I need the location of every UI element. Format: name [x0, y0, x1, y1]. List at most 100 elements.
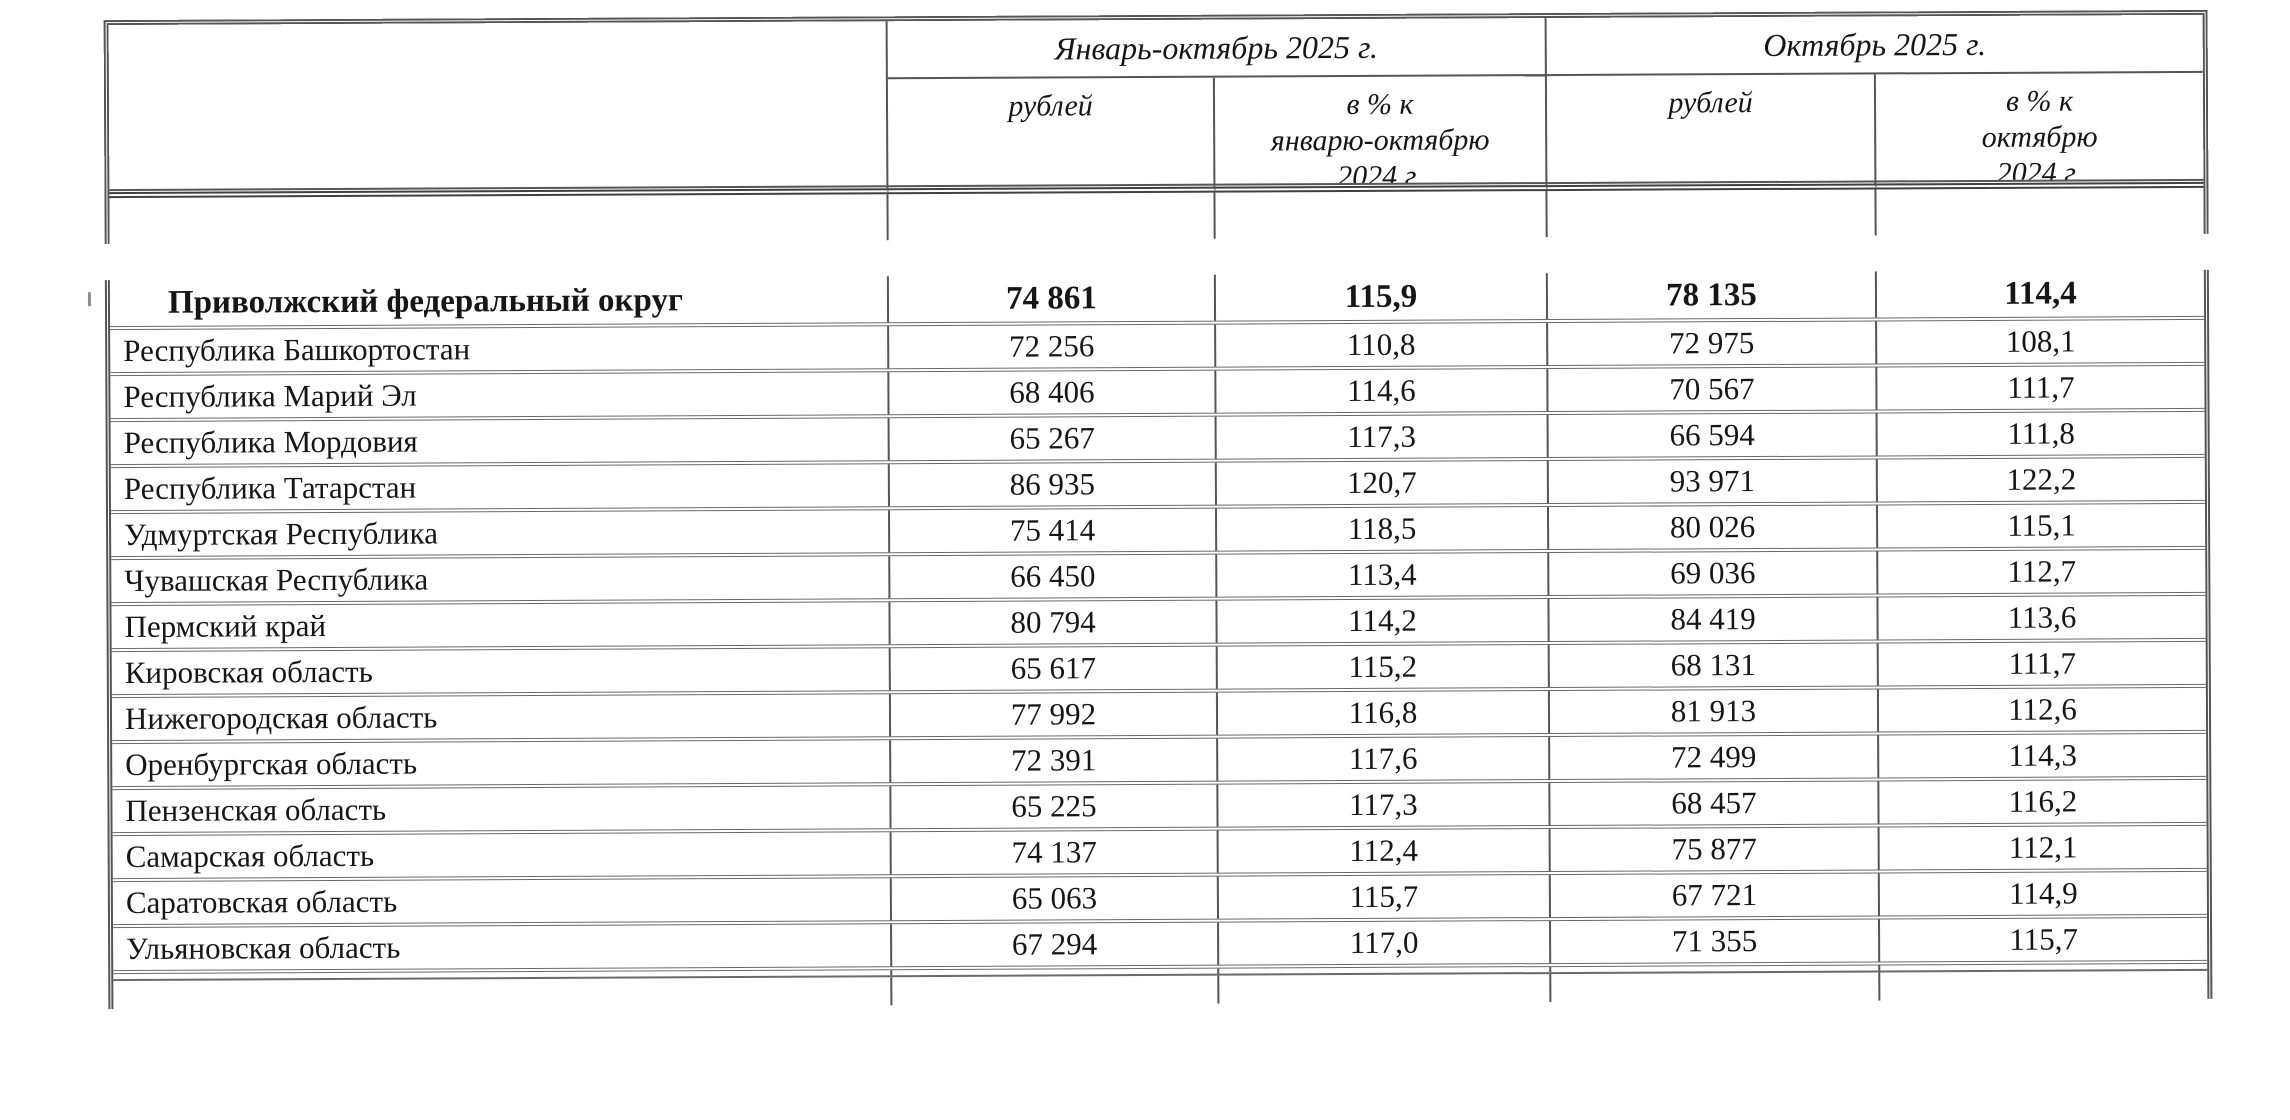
value-rubles-oct: 66 594 — [1548, 413, 1878, 458]
value-pct-oct: 114,3 — [2008, 737, 2078, 773]
header-sub-rubles-oct: рублей — [1546, 74, 1877, 185]
value-pct-oct: 114,4 — [2004, 274, 2077, 312]
empty-cell — [1219, 974, 1552, 1004]
region-name: Нижегородская область — [111, 694, 892, 741]
region-name: Пермский край — [111, 602, 891, 649]
value-pct-jan-oct: 114,6 — [1216, 369, 1549, 413]
value-pct-oct: 116,2 — [2008, 783, 2078, 819]
value-rubles-jan-oct: 68 406 — [889, 370, 1217, 415]
header-sub-pct-jan-oct: в % к январю-октябрю 2024 г. — [1214, 76, 1548, 186]
value-pct-oct: 108,1 — [2005, 323, 2076, 359]
header-sub-rubles-jan-oct: рублей — [887, 77, 1216, 188]
value-pct-oct: 113,6 — [2007, 599, 2077, 635]
scan-artifact-tick — [87, 292, 91, 307]
value-pct-jan-oct: 118,5 — [1216, 507, 1550, 551]
value-pct-oct: 115,1 — [2007, 507, 2076, 543]
header-empty-strip — [1215, 191, 1548, 239]
value-rubles-jan-oct: 72 256 — [889, 324, 1217, 369]
table-header-grid: Январь-октябрь 2025 г. Октябрь 2025 г. р… — [108, 14, 2204, 245]
value-pct-jan-oct: 115,9 — [1215, 273, 1549, 321]
value-pct-oct: 112,7 — [2007, 553, 2077, 589]
value-rubles-oct: 68 131 — [1549, 643, 1879, 688]
value-rubles-jan-oct: 65 225 — [891, 784, 1219, 829]
value-rubles-jan-oct: 66 450 — [890, 554, 1218, 599]
value-pct-oct: 115,7 — [2009, 921, 2078, 957]
value-rubles-oct: 69 036 — [1549, 551, 1879, 596]
value-rubles-jan-oct: 74 861 — [888, 274, 1217, 323]
header-empty-strip — [1876, 188, 2203, 236]
value-pct-jan-oct: 115,7 — [1218, 875, 1551, 919]
value-rubles-jan-oct: 74 137 — [891, 830, 1219, 875]
scanned-table: Январь-октябрь 2025 г. Октябрь 2025 г. р… — [87, 9, 2213, 1010]
value-pct-oct: 112,1 — [2008, 829, 2078, 865]
region-name: Пензенская область — [112, 786, 892, 833]
value-pct-oct: 122,2 — [2006, 461, 2077, 497]
value-pct-jan-oct: 114,2 — [1217, 599, 1550, 643]
value-pct-oct: 111,8 — [2007, 415, 2075, 451]
empty-cell — [1551, 965, 1881, 973]
region-name: Оренбургская область — [112, 740, 892, 787]
value-rubles-jan-oct: 75 414 — [889, 508, 1218, 553]
region-name: Республика Марий Эл — [110, 372, 890, 419]
value-rubles-oct: 75 877 — [1550, 827, 1880, 872]
value-pct-jan-oct: 117,3 — [1218, 783, 1551, 827]
region-name: Республика Татарстан — [110, 464, 890, 511]
table-header-fragment: Январь-октябрь 2025 г. Октябрь 2025 г. р… — [103, 9, 2209, 245]
value-rubles-oct: 93 971 — [1548, 459, 1878, 504]
value-rubles-oct: 80 026 — [1548, 505, 1879, 550]
region-name: Республика Мордовия — [110, 418, 890, 465]
table-body: Приволжский федеральный округ 74 861 115… — [109, 270, 2208, 971]
value-pct-jan-oct: 113,4 — [1217, 553, 1550, 597]
value-rubles-oct: 72 975 — [1548, 321, 1878, 366]
empty-cell — [1880, 964, 2207, 971]
region-name: Саратовская область — [112, 878, 893, 925]
header-region-cell — [108, 21, 889, 192]
empty-cell — [892, 975, 1220, 1006]
value-pct-jan-oct: 110,8 — [1216, 323, 1549, 367]
value-pct-jan-oct: 120,7 — [1216, 461, 1549, 505]
value-pct-oct: 111,7 — [2008, 645, 2077, 681]
header-group-jan-oct: Январь-октябрь 2025 г. — [887, 18, 1547, 80]
value-rubles-jan-oct: 65 063 — [891, 876, 1219, 921]
table-body-fragment: Приволжский федеральный округ 74 861 115… — [87, 269, 2213, 1010]
region-name: Кировская область — [111, 648, 891, 695]
value-pct-jan-oct: 112,4 — [1218, 829, 1551, 873]
value-rubles-jan-oct: 77 992 — [890, 692, 1219, 737]
value-rubles-jan-oct: 80 794 — [890, 600, 1218, 645]
region-name: Республика Башкортостан — [110, 326, 890, 373]
header-sub-pct-oct: в % к октябрю 2024 г. — [1875, 72, 2204, 183]
value-pct-oct: 111,7 — [2007, 369, 2075, 405]
value-pct-jan-oct: 117,0 — [1219, 921, 1552, 965]
value-rubles-jan-oct: 65 617 — [890, 646, 1218, 691]
value-rubles-jan-oct: 72 391 — [891, 738, 1219, 783]
value-rubles-oct: 81 913 — [1549, 689, 1880, 734]
empty-cell — [892, 968, 1220, 976]
empty-cell — [1219, 967, 1552, 974]
value-rubles-oct: 71 355 — [1551, 919, 1881, 964]
value-rubles-oct: 72 499 — [1550, 735, 1880, 780]
header-group-oct: Октябрь 2025 г. — [1546, 14, 2203, 77]
value-rubles-oct: 70 567 — [1548, 367, 1878, 412]
value-rubles-jan-oct: 86 935 — [889, 462, 1217, 507]
value-pct-oct: 112,6 — [2008, 691, 2077, 727]
empty-cell — [1880, 971, 2207, 1001]
region-name: Чувашская Республика — [111, 556, 891, 603]
header-empty-strip — [888, 192, 1216, 241]
value-pct-jan-oct: 115,2 — [1217, 645, 1550, 689]
value-rubles-oct: 67 721 — [1550, 873, 1880, 918]
empty-cell — [1551, 972, 1881, 1003]
value-pct-jan-oct: 116,8 — [1217, 691, 1551, 735]
header-empty-strip — [109, 194, 889, 245]
region-name: Ульяновская область — [113, 924, 893, 971]
value-rubles-oct: 78 135 — [1547, 271, 1878, 320]
value-rubles-jan-oct: 67 294 — [892, 922, 1220, 967]
empty-cell — [113, 977, 893, 1010]
value-pct-oct: 114,9 — [2008, 875, 2078, 911]
value-pct-jan-oct: 117,3 — [1216, 415, 1549, 459]
region-name: Самарская область — [112, 832, 892, 879]
value-pct-jan-oct: 117,6 — [1218, 737, 1551, 781]
value-rubles-oct: 84 419 — [1549, 597, 1879, 642]
header-empty-strip — [1547, 189, 1877, 238]
region-name: Удмуртская Республика — [111, 510, 891, 557]
